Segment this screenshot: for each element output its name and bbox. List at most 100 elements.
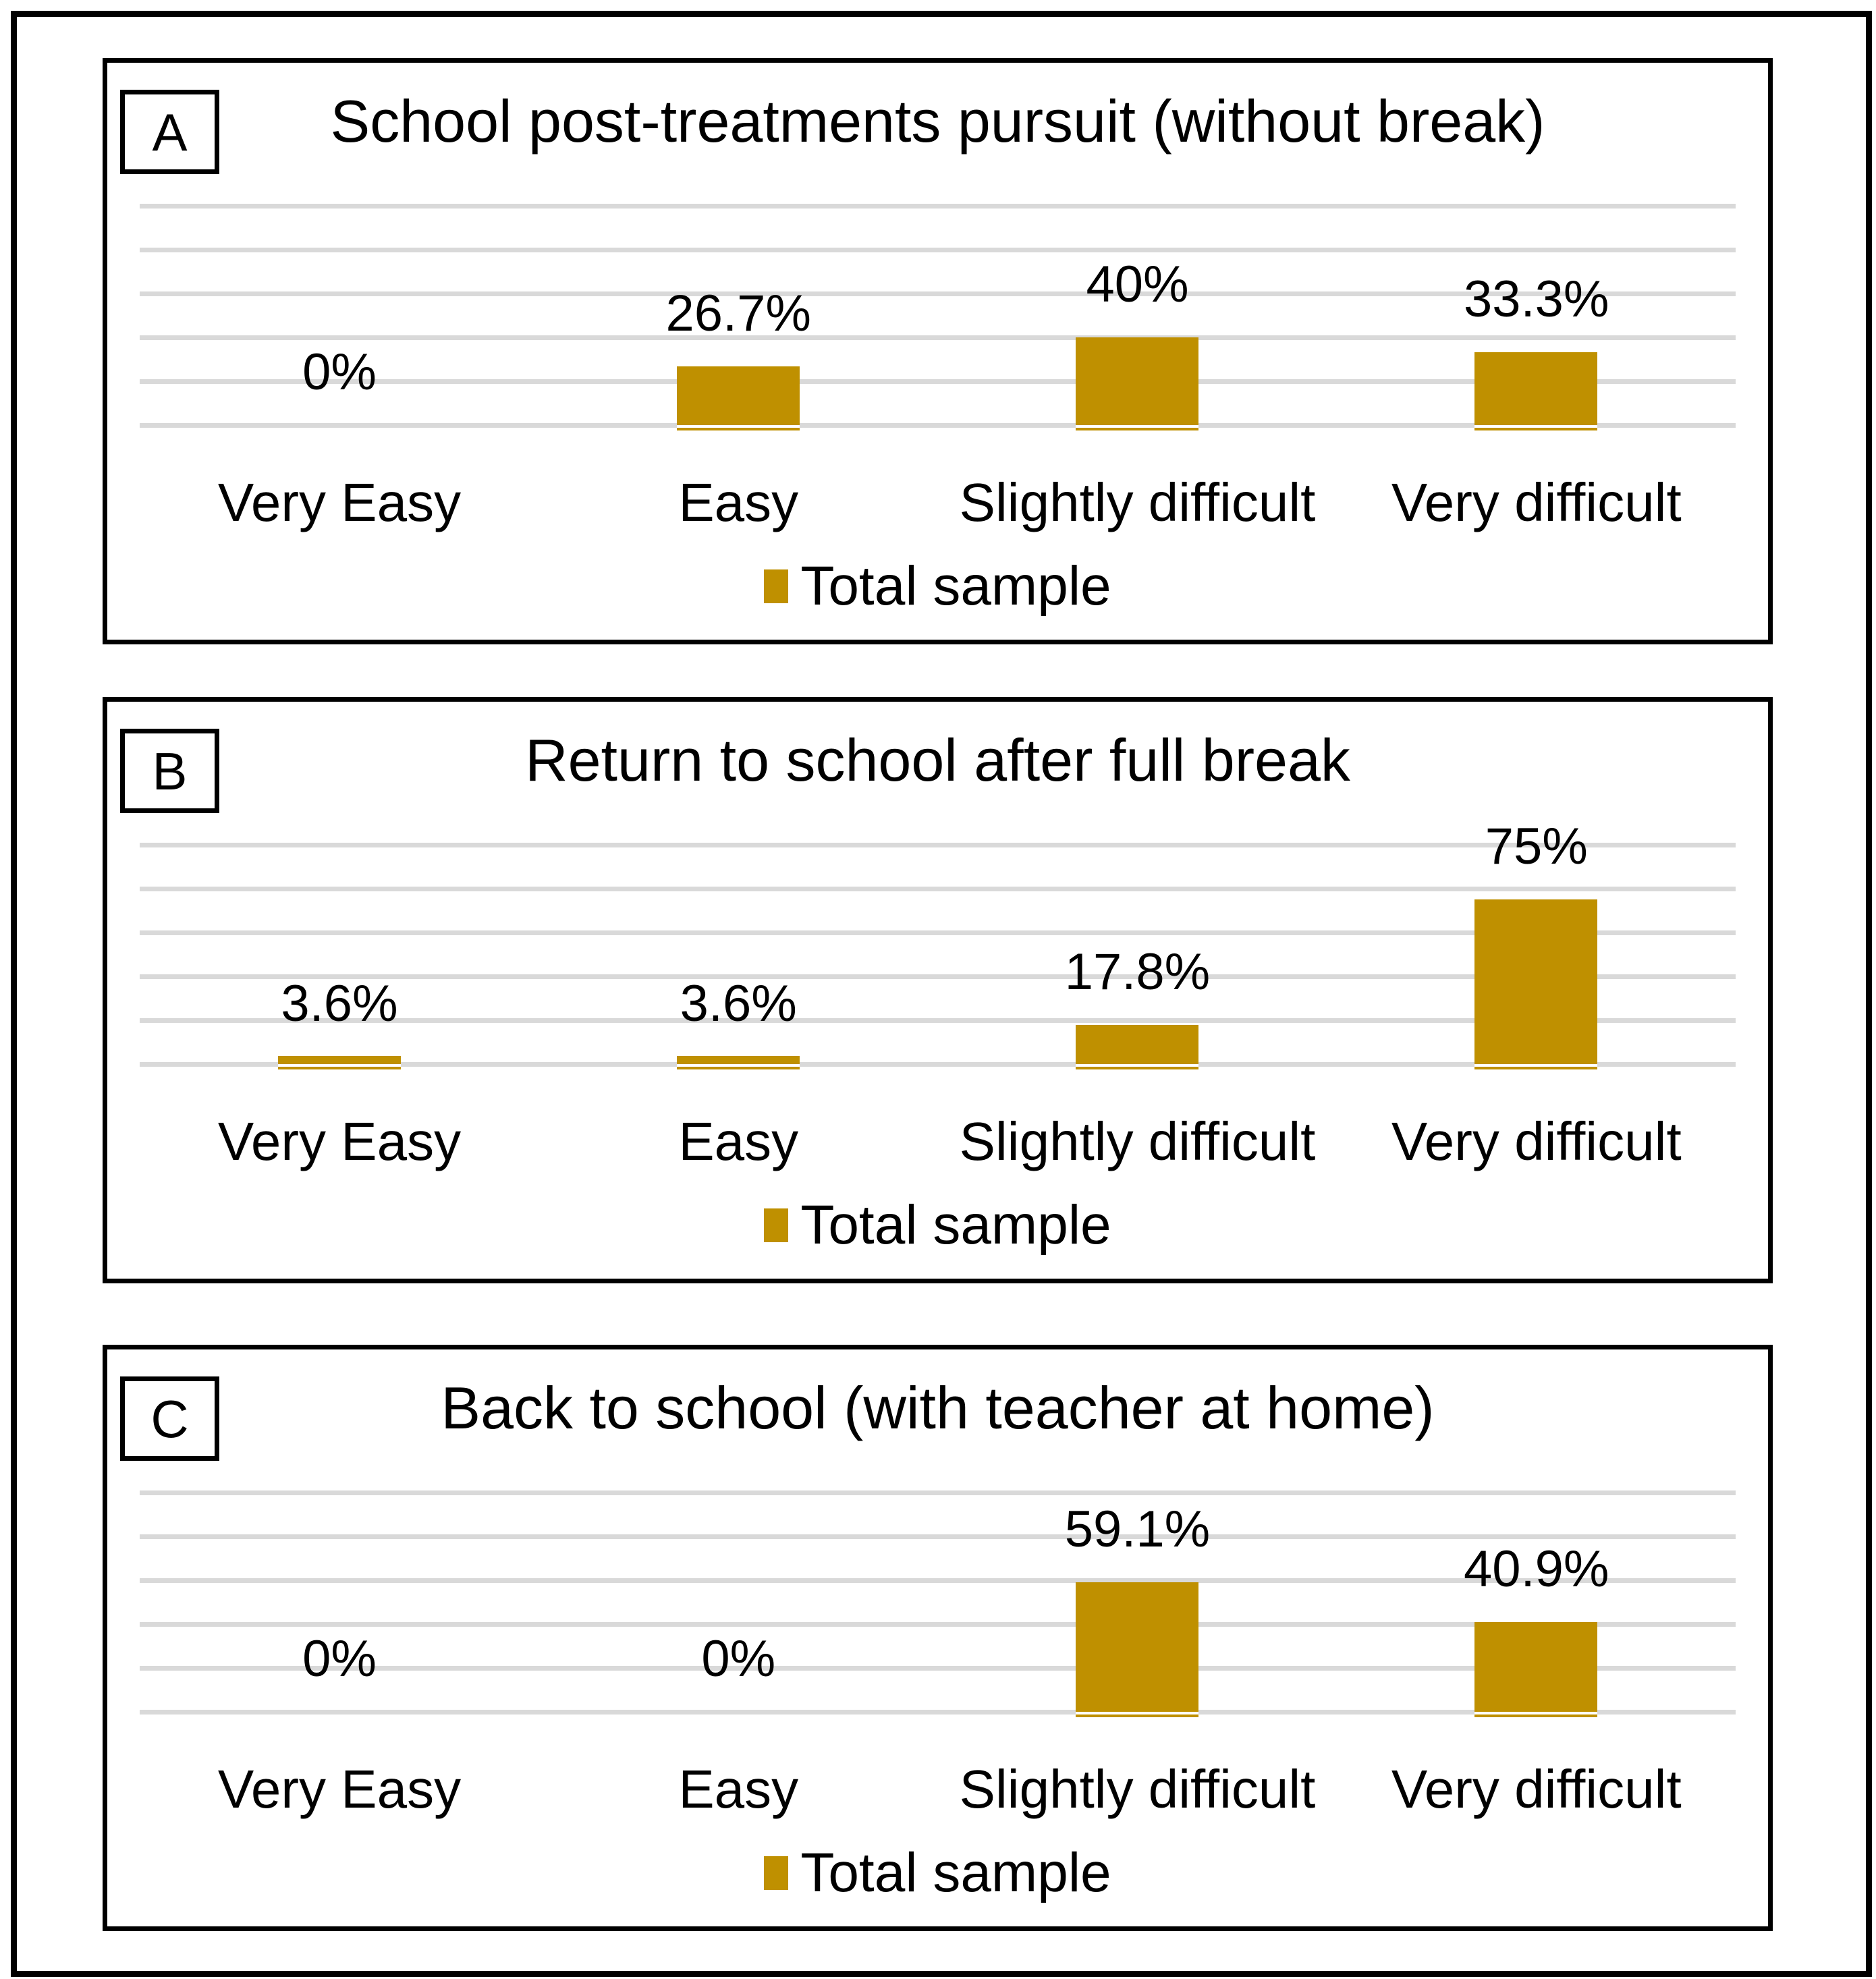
gridline xyxy=(140,930,1736,935)
data-label: 17.8% xyxy=(1064,943,1211,1001)
legend: Total sample xyxy=(140,557,1736,615)
gridline xyxy=(140,247,1736,252)
panel-letter: C xyxy=(150,1389,189,1449)
bar-baseline-gap xyxy=(1076,425,1199,428)
data-label: 3.6% xyxy=(680,974,797,1032)
panel-letter: A xyxy=(152,102,188,162)
gridline xyxy=(140,886,1736,891)
data-label: 0% xyxy=(701,1630,776,1688)
bar-fill xyxy=(1474,899,1598,1064)
bar-baseline-strip xyxy=(1076,1714,1199,1717)
gridline xyxy=(140,1665,1736,1671)
category-label: Very difficult xyxy=(1391,472,1682,532)
bar-baseline-gap xyxy=(277,1063,401,1067)
bar-fill xyxy=(1474,1622,1598,1712)
bar-baseline-gap xyxy=(1474,1711,1598,1715)
category-label: Slightly difficult xyxy=(959,1759,1316,1819)
bar-baseline-gap xyxy=(676,424,800,428)
gridline xyxy=(140,335,1736,340)
bar-easy xyxy=(676,366,800,430)
legend-swatch-icon xyxy=(764,1856,789,1890)
category-label: Very difficult xyxy=(1391,1759,1682,1819)
bar-baseline-gap xyxy=(1076,1711,1199,1715)
plot-area: 0% 26.7% 40% 33.3% xyxy=(140,203,1736,430)
legend-label: Total sample xyxy=(800,1194,1111,1256)
legend: Total sample xyxy=(140,1196,1736,1254)
bar-fill xyxy=(1076,1582,1199,1712)
data-label: 26.7% xyxy=(665,285,812,343)
data-label: 40% xyxy=(1086,256,1189,314)
data-label: 33.3% xyxy=(1464,270,1609,328)
panel-letter-box: B xyxy=(120,729,219,813)
bar-baseline-strip xyxy=(1076,428,1199,430)
bar-baseline-strip xyxy=(676,1066,800,1069)
data-label: 59.1% xyxy=(1064,1501,1211,1559)
bar-fill xyxy=(1076,1025,1199,1064)
legend: Total sample xyxy=(140,1844,1736,1902)
gridline xyxy=(140,379,1736,384)
legend-swatch-icon xyxy=(764,1208,789,1242)
bar-baseline-gap xyxy=(1474,424,1598,428)
gridline xyxy=(140,1061,1736,1067)
category-axis: Very Easy Easy Slightly difficult Very diff… xyxy=(140,1112,1736,1186)
bar-baseline-gap xyxy=(1474,1064,1598,1067)
gridline xyxy=(140,1018,1736,1023)
legend-label: Total sample xyxy=(800,555,1111,617)
bar-very-difficult xyxy=(1474,1622,1598,1717)
category-axis: Very Easy Easy Slightly difficult Very diff… xyxy=(140,473,1736,547)
gridline xyxy=(140,842,1736,847)
bar-baseline-strip xyxy=(676,427,800,430)
chart-title: Back to school (with teacher at home) xyxy=(441,1374,1435,1441)
bar-slightly-difficult xyxy=(1076,1025,1199,1069)
bar-easy xyxy=(676,1056,800,1069)
plot-area: 0% 0% 59.1% 40.9% xyxy=(140,1490,1736,1717)
gridline xyxy=(140,1534,1736,1539)
category-label: Easy xyxy=(678,1759,799,1819)
category-label: Slightly difficult xyxy=(959,472,1316,532)
bar-baseline-gap xyxy=(676,1063,800,1067)
gridline xyxy=(140,422,1736,428)
category-label: Very Easy xyxy=(217,1111,462,1171)
category-label: Very Easy xyxy=(217,1759,462,1819)
data-label: 40.9% xyxy=(1464,1540,1609,1598)
bar-very-easy xyxy=(277,1056,401,1069)
gridline xyxy=(140,974,1736,979)
panel-letter: B xyxy=(152,741,188,801)
chart-title: Return to school after full break xyxy=(525,727,1350,793)
data-label: 75% xyxy=(1485,818,1588,876)
bar-baseline-strip xyxy=(277,1066,401,1069)
data-label: 0% xyxy=(302,343,377,401)
panel-letter-box: A xyxy=(120,90,219,174)
panel-a: A School post-treatments pursuit (withou… xyxy=(103,58,1773,644)
gridline xyxy=(140,203,1736,208)
panel-letter-box: C xyxy=(120,1376,219,1461)
bar-baseline-strip xyxy=(1474,1714,1598,1717)
bar-baseline-gap xyxy=(1076,1063,1199,1067)
gridline xyxy=(140,1709,1736,1715)
data-label: 0% xyxy=(302,1630,377,1688)
bar-fill xyxy=(676,1056,800,1064)
bar-baseline-strip xyxy=(1076,1066,1199,1069)
category-label: Easy xyxy=(678,1111,799,1171)
gridline xyxy=(140,1578,1736,1583)
category-label: Easy xyxy=(678,472,799,532)
legend-swatch-icon xyxy=(764,569,789,603)
bar-fill xyxy=(676,366,800,425)
bar-slightly-difficult xyxy=(1076,1582,1199,1717)
category-label: Very Easy xyxy=(217,472,462,532)
bar-very-difficult xyxy=(1474,899,1598,1069)
gridline xyxy=(140,1490,1736,1495)
category-label: Very difficult xyxy=(1391,1111,1682,1171)
panel-b: B Return to school after full break 3.6%… xyxy=(103,697,1773,1283)
figure-outer-border xyxy=(11,11,1872,1977)
chart-title: School post-treatments pursuit (without … xyxy=(330,88,1545,155)
data-label: 3.6% xyxy=(281,974,398,1032)
bar-baseline-strip xyxy=(1474,427,1598,430)
bar-baseline-strip xyxy=(1474,1067,1598,1069)
bar-fill xyxy=(1474,352,1598,425)
gridline xyxy=(140,1621,1736,1627)
category-label: Slightly difficult xyxy=(959,1111,1316,1171)
bar-very-difficult xyxy=(1474,352,1598,430)
bar-fill xyxy=(1076,337,1199,425)
plot-area: 3.6% 3.6% 17.8% 75% xyxy=(140,820,1736,1069)
